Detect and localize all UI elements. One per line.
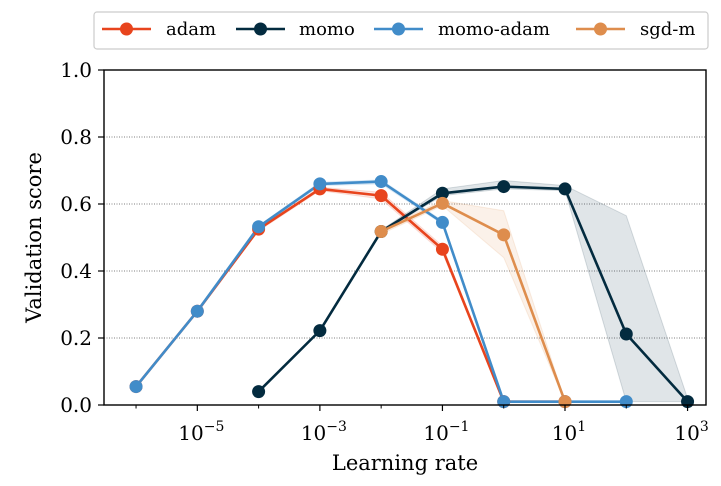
y-tick-label: 1.0 — [60, 58, 92, 82]
y-tick-label: 0.8 — [60, 125, 92, 149]
point-momo — [558, 182, 572, 196]
legend-label-sgd-m: sgd-m — [640, 19, 695, 40]
x-tick-label: 101 — [552, 419, 586, 445]
point-sgd-m — [374, 224, 388, 238]
grid-layer — [104, 136, 706, 339]
legend-swatch-marker-momo — [254, 22, 267, 36]
point-momo-adam — [374, 175, 388, 189]
legend: adam momo momo-adam sgd-m — [93, 11, 709, 50]
band-sgd-m — [380, 200, 566, 402]
point-momo — [252, 385, 266, 399]
line-sgd-m — [380, 202, 567, 403]
legend-swatch-marker-momo-adam — [392, 22, 405, 36]
y-axis-label: Validation score — [22, 152, 46, 324]
point-momo-adam — [435, 215, 449, 229]
point-momo — [435, 186, 449, 200]
point-adam — [435, 242, 449, 256]
legend-label-adam: adam — [166, 19, 216, 40]
legend-swatch-marker-sgd-m — [594, 22, 607, 36]
x-axis-label: Learning rate — [332, 451, 478, 475]
point-momo — [497, 180, 511, 194]
x-tick-label: 10−5 — [178, 419, 224, 445]
y-tick-label: 0.0 — [60, 393, 92, 417]
line-momo — [257, 185, 689, 403]
point-momo-adam — [129, 380, 143, 394]
y-tick-label: 0.6 — [60, 192, 92, 216]
legend-swatch-marker-adam — [120, 22, 133, 36]
point-momo-adam — [313, 177, 327, 191]
x-tick-label: 103 — [674, 419, 708, 445]
x-tick-label: 10−3 — [301, 419, 347, 445]
point-sgd-m — [497, 228, 511, 242]
y-tick-label: 0.4 — [60, 259, 92, 283]
point-momo — [313, 324, 327, 338]
x-tick-label: 10−1 — [423, 419, 469, 445]
plot-frame — [103, 69, 707, 406]
point-momo — [619, 327, 633, 341]
y-tick-label: 0.2 — [60, 326, 92, 350]
tick-layer: 0.0 0.2 0.4 0.6 0.8 1.0 10−5 10−3 10−1 101 103 — [60, 58, 709, 445]
point-momo-adam — [252, 220, 266, 234]
legend-label-momo: momo — [299, 19, 355, 40]
point-momo-adam — [190, 304, 204, 318]
point-sgd-m — [435, 196, 449, 210]
point-adam — [374, 189, 388, 203]
legend-label-momo-adam: momo-adam — [438, 19, 550, 40]
